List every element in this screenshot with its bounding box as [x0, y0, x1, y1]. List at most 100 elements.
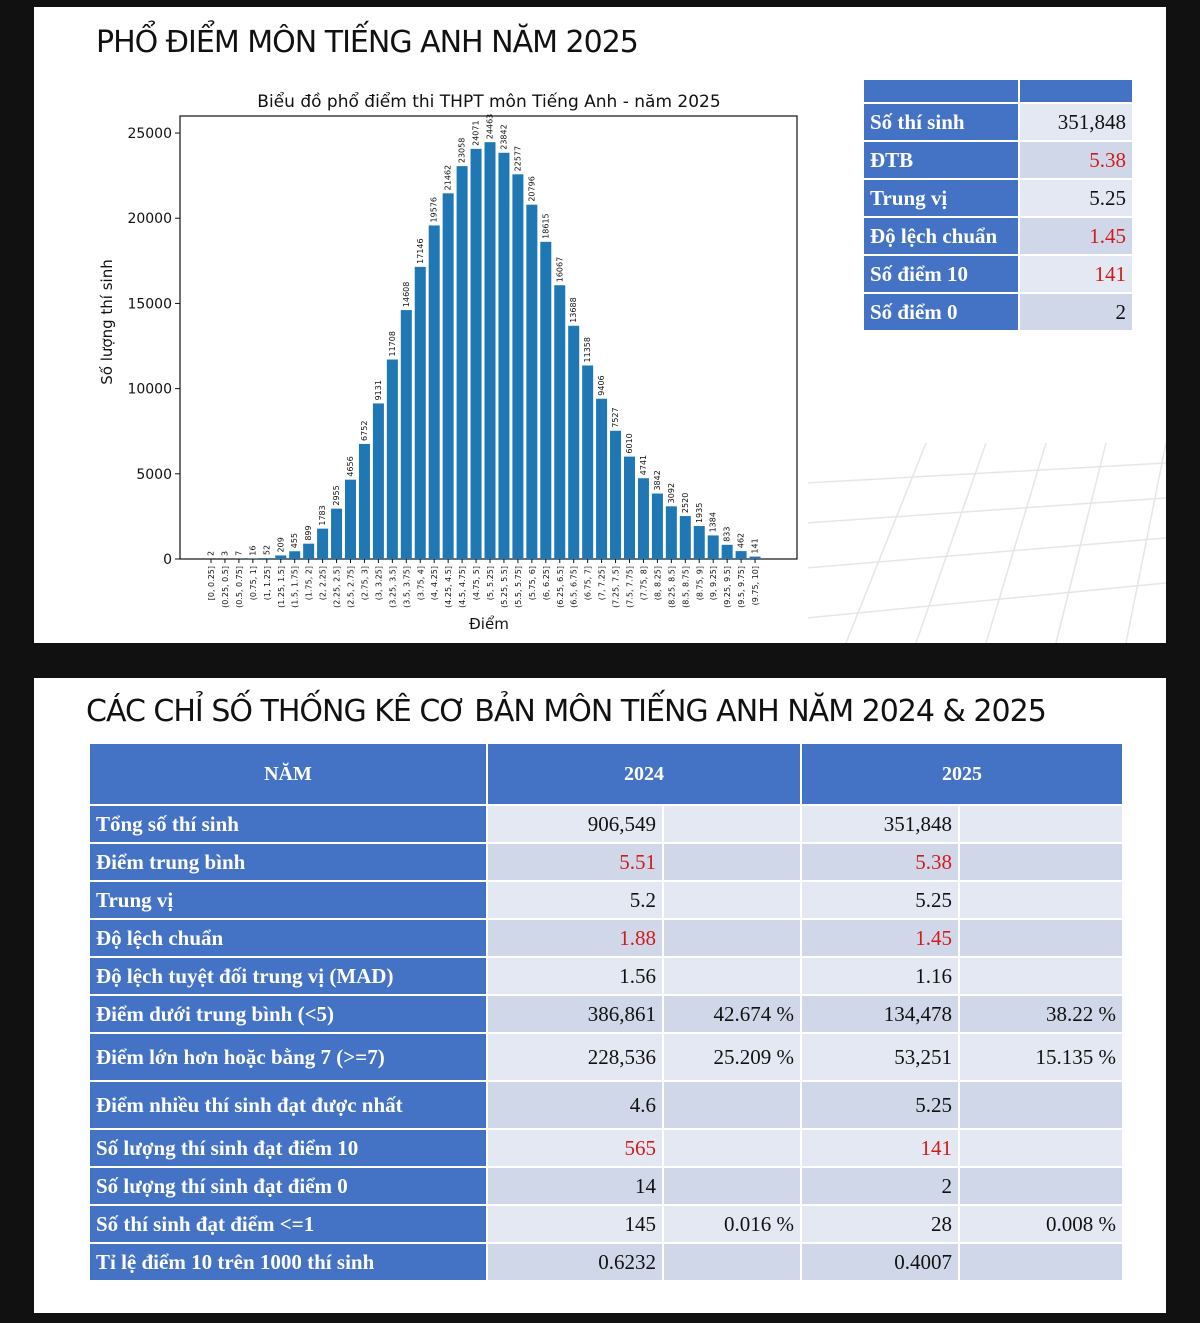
data-label: 1783	[318, 505, 327, 525]
data-label: 52	[262, 545, 271, 555]
value-2024: 0.6232	[486, 1242, 664, 1282]
bar	[651, 493, 663, 559]
x-tick-label: (9.75, 10]	[751, 566, 760, 605]
data-label: 455	[290, 533, 299, 548]
x-tick-label: (9.25, 9.5]	[723, 566, 732, 608]
bar	[624, 456, 635, 559]
data-label: 4656	[346, 456, 355, 476]
table-row: Tổng số thí sinh 906,549 351,848	[88, 804, 1124, 844]
bar	[526, 204, 538, 559]
value-2025: 5.38	[800, 842, 960, 882]
row-label: Điểm lớn hơn hoặc bằng 7 (>=7)	[88, 1032, 488, 1082]
row-label: Độ lệch tuyệt đối trung vị (MAD)	[88, 956, 488, 996]
x-tick-label: (8.25, 8.5]	[667, 566, 676, 608]
bar	[707, 535, 719, 559]
bar	[303, 543, 315, 559]
row-label: Điểm nhiều thí sinh đạt được nhất	[88, 1080, 488, 1130]
bar	[331, 508, 343, 559]
table-row: Số thí sinh đạt điểm <=1 145 0.016 % 28 0.00…	[88, 1204, 1124, 1244]
bar	[596, 398, 608, 559]
bar	[317, 528, 329, 559]
x-tick-label: (1, 1.25]	[263, 566, 272, 600]
data-label: 22577	[513, 146, 522, 171]
x-tick-label: (5.75, 6]	[528, 566, 537, 600]
x-tick-label: (9, 9.25]	[709, 566, 718, 600]
data-label: 17146	[416, 238, 425, 263]
stat-label: Số điểm 0	[862, 292, 1020, 332]
data-label: 7527	[611, 407, 620, 427]
value-2025: 2	[800, 1166, 960, 1206]
x-tick-label: (3.5, 3.75]	[402, 566, 411, 608]
data-label: 18615	[541, 213, 550, 238]
stat-value: 5.38	[1018, 140, 1134, 180]
data-label: 2520	[681, 493, 690, 513]
data-label: 833	[723, 527, 732, 542]
row-label: Độ lệch chuẩn	[88, 918, 488, 958]
table-row: Điểm nhiều thí sinh đạt được nhất 4.6 5.25	[88, 1080, 1124, 1130]
bar	[735, 551, 747, 559]
value-2025: 1.45	[800, 918, 960, 958]
percent-2024	[662, 880, 802, 920]
stat-value: 2	[1018, 292, 1134, 332]
data-label: 3	[220, 551, 229, 556]
percent-2025	[958, 918, 1124, 958]
stats-row: Số thí sinh 351,848	[862, 102, 1134, 142]
bar	[358, 443, 370, 559]
data-label: 20796	[527, 176, 536, 201]
table-row: Tỉ lệ điểm 10 trên 1000 thí sinh 0.6232 0.…	[88, 1242, 1124, 1282]
row-label: Tổng số thí sinh	[88, 804, 488, 844]
data-label: 7	[234, 551, 243, 556]
y-tick-label: 0	[163, 552, 172, 568]
x-tick-label: (6.25, 6.5]	[556, 566, 565, 608]
value-2024: 4.6	[486, 1080, 664, 1130]
table-row: Điểm lớn hơn hoặc bằng 7 (>=7) 228,536 25.…	[88, 1032, 1124, 1082]
value-2024: 1.88	[486, 918, 664, 958]
row-label: Số thí sinh đạt điểm <=1	[88, 1204, 488, 1244]
value-2024: 145	[486, 1204, 664, 1244]
bar	[372, 403, 384, 559]
x-tick-label: (3.75, 4]	[416, 566, 425, 600]
row-label: Điểm dưới trung bình (<5)	[88, 994, 488, 1034]
x-axis-label: Điểm	[469, 615, 509, 633]
bar	[345, 479, 356, 559]
x-tick-label: (2.25, 2.5]	[333, 566, 342, 608]
x-tick-label: (0.75, 1]	[249, 566, 258, 600]
x-tick-label: (0.25, 0.5]	[221, 566, 230, 608]
slide-title: PHỔ ĐIỂM MÔN TIẾNG ANH NĂM 2025	[96, 25, 639, 60]
table-row: Trung vị 5.2 5.25	[88, 880, 1124, 920]
data-label: 462	[737, 533, 746, 548]
percent-2025: 0.008 %	[958, 1204, 1124, 1244]
stats-row: Số điểm 10 141	[862, 254, 1134, 294]
x-tick-label: (7.75, 8]	[639, 566, 648, 600]
data-label: 16	[248, 546, 257, 556]
data-label: 141	[751, 538, 760, 553]
percent-2024	[662, 956, 802, 996]
x-tick-label: (8.75, 9]	[695, 566, 704, 600]
data-label: 16067	[555, 257, 564, 282]
table-row: Số lượng thí sinh đạt điểm 10 565 141	[88, 1128, 1124, 1168]
x-tick-label: (3.25, 3.5]	[388, 566, 397, 608]
x-tick-label: (2, 2.25]	[319, 566, 328, 600]
x-tick-label: (4.5, 4.75]	[458, 566, 467, 608]
data-label: 19576	[430, 197, 439, 222]
data-label: 6752	[360, 421, 369, 441]
percent-2025: 38.22 %	[958, 994, 1124, 1034]
data-label: 24463	[486, 114, 495, 139]
x-tick-label: (1.5, 1.75]	[291, 566, 300, 608]
data-label: 2955	[332, 485, 341, 505]
bar	[693, 526, 705, 559]
bar	[498, 152, 510, 560]
y-axis-label: Số lượng thí sinh	[98, 259, 116, 384]
bar	[442, 193, 454, 559]
stats-header-cell	[1018, 78, 1134, 104]
x-tick-label: (8.5, 8.75]	[681, 566, 690, 608]
value-2025: 1.16	[800, 956, 960, 996]
data-label: 9406	[597, 375, 606, 395]
percent-2025	[958, 956, 1124, 996]
bar	[414, 266, 426, 559]
data-label: 3092	[667, 483, 676, 503]
y-tick-label: 25000	[127, 126, 172, 142]
x-tick-label: (6.5, 6.75]	[570, 566, 579, 608]
x-tick-label: (5.5, 5.75]	[514, 566, 523, 608]
data-label: 4741	[639, 455, 648, 475]
